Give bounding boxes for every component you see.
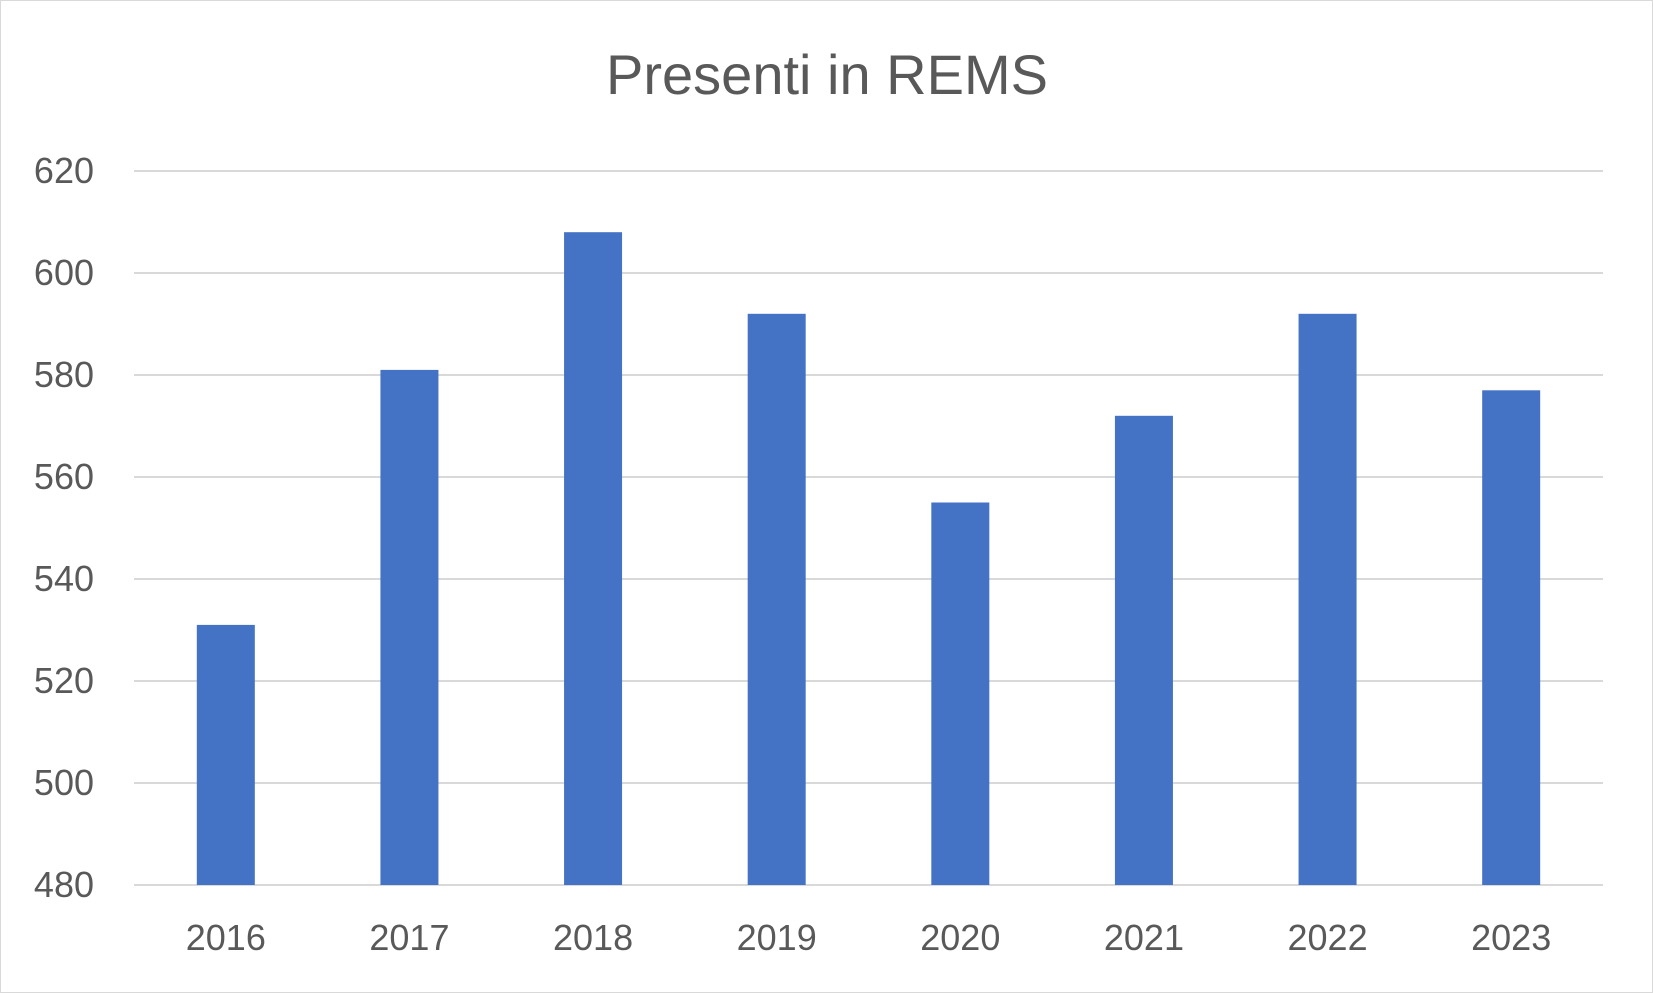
bar-2019 [747, 313, 806, 885]
bars [196, 232, 1541, 885]
x-axis-ticks: 2016 2017 2018 2019 2020 2021 2022 2023 [186, 917, 1551, 958]
x-tick-label: 2023 [1471, 917, 1551, 958]
x-tick-label: 2018 [553, 917, 633, 958]
gridlines [134, 170, 1603, 886]
y-tick-label: 600 [34, 252, 94, 293]
bar-2021 [1114, 415, 1173, 885]
x-tick-label: 2022 [1288, 917, 1368, 958]
bar-2018 [564, 232, 623, 885]
y-tick-label: 480 [34, 864, 94, 905]
y-tick-label: 580 [34, 354, 94, 395]
bar-2023 [1482, 390, 1541, 885]
x-tick-label: 2019 [737, 917, 817, 958]
y-axis-ticks: 480 500 520 540 560 580 600 620 [34, 150, 94, 905]
bar-2016 [196, 624, 255, 885]
y-tick-label: 620 [34, 150, 94, 191]
x-tick-label: 2021 [1104, 917, 1184, 958]
chart-title: Presenti in REMS [606, 43, 1048, 106]
y-tick-label: 540 [34, 558, 94, 599]
y-tick-label: 560 [34, 456, 94, 497]
bar-2022 [1298, 313, 1357, 885]
x-tick-label: 2020 [920, 917, 1000, 958]
bar-2020 [931, 502, 990, 885]
y-tick-label: 500 [34, 762, 94, 803]
bar-2017 [380, 369, 439, 885]
x-tick-label: 2016 [186, 917, 266, 958]
y-tick-label: 520 [34, 660, 94, 701]
x-tick-label: 2017 [369, 917, 449, 958]
